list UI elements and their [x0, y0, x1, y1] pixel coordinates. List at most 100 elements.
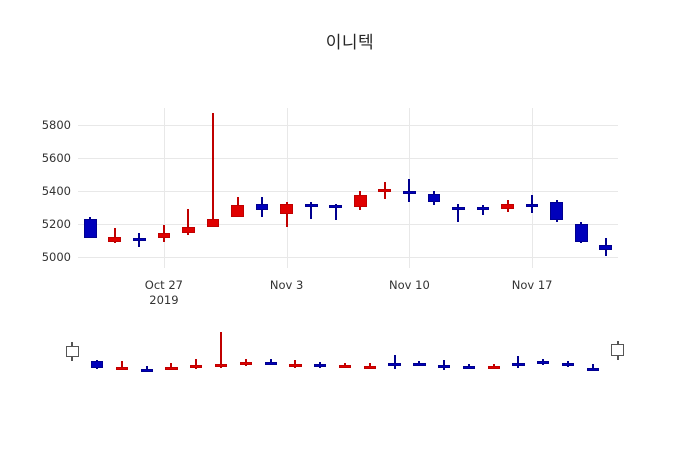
candle-wick	[334, 203, 337, 221]
mini-candle-body	[314, 364, 327, 368]
candlestick	[550, 108, 564, 268]
candlestick	[452, 108, 465, 268]
candlestick	[108, 108, 122, 268]
mini-candlestick	[561, 330, 575, 374]
mini-candle-wick	[195, 359, 198, 369]
mini-candlestick	[190, 330, 203, 374]
candle-wick	[113, 228, 116, 244]
candlestick	[133, 108, 146, 268]
candlestick	[599, 108, 613, 268]
candle-wick	[408, 178, 411, 202]
gridline-horizontal	[78, 256, 618, 258]
candle-body	[304, 203, 318, 207]
mini-candle-body	[289, 364, 302, 368]
mini-candle-wick	[393, 354, 396, 369]
mini-candlestick	[586, 330, 599, 374]
mini-candlestick	[338, 330, 352, 374]
candlestick	[525, 108, 539, 268]
mini-candle-wick	[145, 366, 148, 371]
mini-candle-body	[413, 362, 426, 366]
mini-candle-body	[214, 364, 228, 368]
mini-candle-wick	[368, 363, 371, 369]
candle-wick	[285, 202, 288, 227]
candlestick	[206, 108, 220, 268]
y-axis-tick-label: 5800	[41, 117, 71, 132]
candlestick	[403, 108, 416, 268]
mini-candlestick	[115, 330, 129, 374]
candle-body	[452, 207, 465, 210]
mini-candlestick	[487, 330, 500, 374]
mini-candle-body	[91, 360, 104, 368]
mini-candlestick	[512, 330, 525, 374]
gridline-horizontal	[78, 124, 618, 126]
gridline-horizontal	[78, 223, 618, 225]
candle-wick	[457, 203, 460, 222]
candle-body	[378, 188, 392, 192]
mini-candle-wick	[443, 359, 446, 370]
mini-candlestick	[611, 330, 624, 374]
candle-body	[599, 244, 613, 250]
candle-body	[83, 218, 97, 239]
y-axis-tick-label: 5600	[41, 150, 71, 165]
x-axis-tick-label: Nov 17	[511, 278, 553, 292]
candlestick	[255, 108, 269, 268]
mini-candle-body	[487, 366, 500, 370]
mini-candlestick	[264, 330, 277, 374]
candlestick	[157, 108, 171, 268]
secondary-candlestick-axes	[60, 330, 630, 374]
mini-candlestick	[388, 330, 401, 374]
candle-body	[476, 207, 490, 211]
mini-candlestick	[91, 330, 104, 374]
candlestick	[304, 108, 318, 268]
price-candlestick-axes: 5000 5200 5400 5600 5800 Oct 27 2019 Nov 3 Nov …	[42, 108, 618, 307]
mini-candle-body	[388, 362, 401, 366]
candle-body	[525, 203, 539, 207]
gridline-vertical	[163, 108, 165, 268]
mini-candle-body	[264, 361, 277, 365]
candle-body	[157, 233, 171, 239]
mini-candle-body	[115, 367, 129, 370]
candle-wick	[211, 112, 214, 227]
mini-candle-wick	[220, 331, 223, 368]
x-axis-tick-label: Nov 3	[269, 278, 304, 292]
candle-body	[231, 205, 244, 217]
candle-body	[133, 238, 146, 242]
candle-body	[108, 236, 122, 242]
candle-body	[550, 202, 564, 221]
mini-candlestick	[239, 330, 253, 374]
candlestick	[231, 108, 244, 268]
mini-candle-body	[363, 366, 376, 370]
mini-candle-body	[462, 366, 476, 370]
candle-body	[501, 203, 514, 209]
mini-candlestick	[413, 330, 426, 374]
mini-candle-body	[338, 365, 352, 369]
mini-candle-body	[239, 361, 253, 365]
candlestick	[574, 108, 588, 268]
candle-body	[574, 223, 588, 242]
candle-body	[403, 190, 416, 194]
candlestick	[427, 108, 441, 268]
candlestick	[182, 108, 195, 268]
y-axis-tick-label: 5200	[41, 216, 71, 231]
mini-candle-wick	[120, 360, 123, 370]
mini-candlestick	[289, 330, 302, 374]
mini-candle-body	[190, 365, 203, 369]
candlestick	[280, 108, 294, 268]
candlestick	[476, 108, 490, 268]
candlestick	[501, 108, 514, 268]
mini-candle-body	[586, 367, 599, 371]
mini-candlestick	[437, 330, 451, 374]
mini-candle-body	[140, 368, 153, 372]
candlestick	[329, 108, 343, 268]
mini-candle-wick	[269, 359, 272, 365]
gridline-vertical	[286, 108, 288, 268]
mini-candle-body	[437, 365, 451, 369]
chart-title: 이니텍	[325, 33, 375, 53]
candle-wick	[187, 208, 190, 235]
mini-candle-body	[537, 360, 550, 364]
candle-body	[255, 203, 269, 211]
mini-candle-body	[512, 362, 525, 366]
candle-wick	[310, 202, 313, 219]
mini-candle-wick	[294, 359, 297, 368]
mini-candlestick	[537, 330, 550, 374]
